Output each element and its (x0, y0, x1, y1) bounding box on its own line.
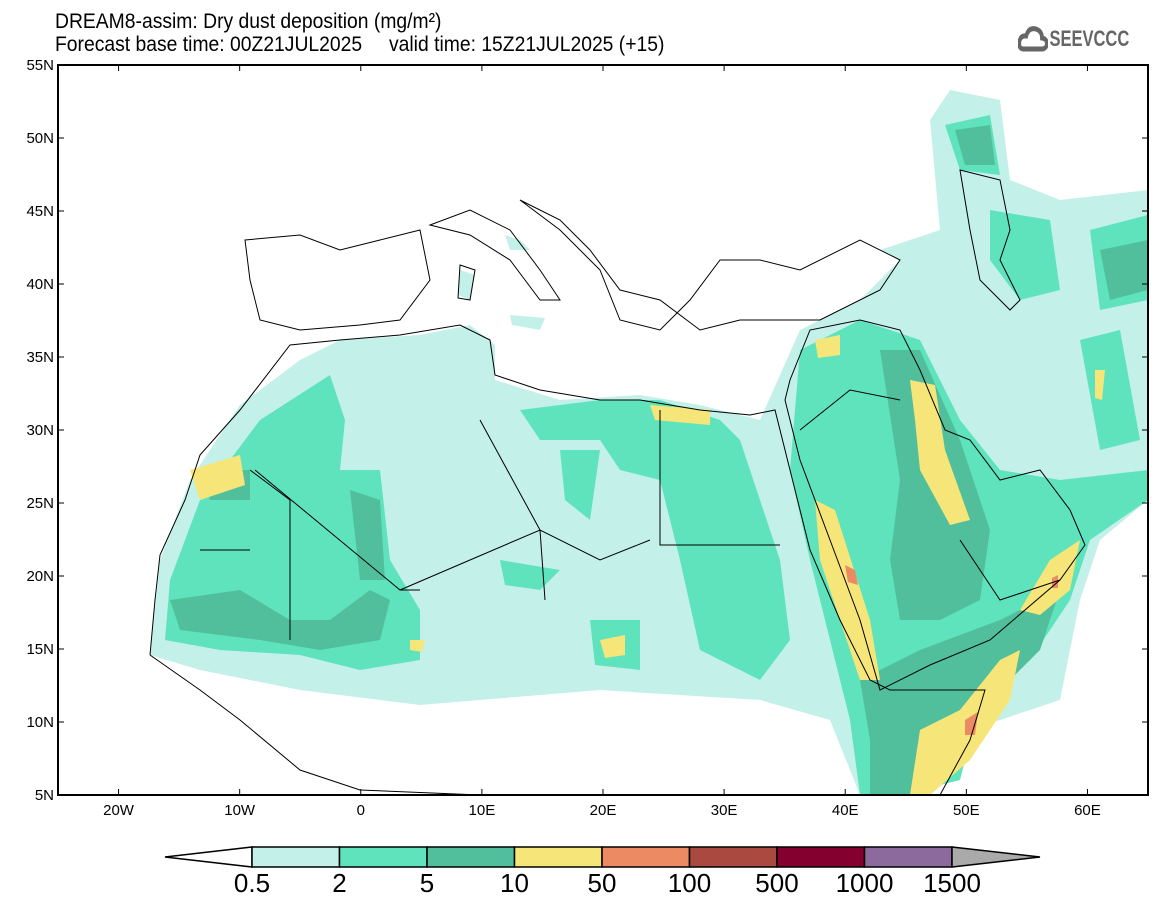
colorbar-swatch (338, 846, 428, 868)
colorbar-swatch (863, 846, 953, 868)
lon-label: 20W (103, 802, 135, 819)
borders (200, 389, 1061, 640)
dust-area-strong (860, 350, 1060, 795)
colorbar-label: 100 (668, 868, 711, 898)
coastlines-borders (149, 169, 1086, 796)
dust-area-yellow (190, 335, 1105, 795)
lat-label: 35N (26, 349, 54, 366)
dust-area-strong (955, 125, 1148, 300)
colorbar-label: 10 (500, 868, 529, 898)
lon-label: 20E (590, 802, 617, 819)
colorbar-label: 1500 (923, 868, 981, 898)
africa-coast (149, 324, 986, 796)
colorbar-label: 2 (332, 868, 346, 898)
lat-label: 30N (26, 422, 54, 439)
lat-label: 10N (26, 714, 54, 731)
colorbar-high-arrow (951, 846, 1041, 868)
europe-coast (244, 199, 901, 331)
lon-label: 10W (224, 802, 256, 819)
logo-text: SEEVCCC (1049, 26, 1130, 51)
dust-area-medium (945, 115, 1148, 450)
lon-label: 30E (711, 802, 738, 819)
lat-label: 45N (26, 203, 54, 220)
cloud-icon (1018, 26, 1048, 52)
chart-title: DREAM8-assim: Dry dust deposition (mg/m²… (55, 10, 442, 33)
colorbar-swatch (776, 846, 866, 868)
colorbar-label: 0.5 (234, 868, 270, 898)
lat-label: 55N (26, 57, 54, 74)
colorbar-label: 50 (588, 868, 617, 898)
chart-subtitle: Forecast base time: 00Z21JUL2025 valid t… (55, 33, 665, 56)
colorbar-label: 1000 (836, 868, 894, 898)
dust-area-medium (500, 450, 640, 670)
dust-area-light (458, 235, 545, 330)
colorbar-label: 500 (755, 868, 798, 898)
lon-label: 40E (832, 802, 859, 819)
colorbar: 0.5 2 5 10 50 100 500 1000 1500 (164, 846, 1041, 898)
lon-label: 50E (953, 802, 980, 819)
dust-area-strong (170, 470, 390, 650)
lat-label: 40N (26, 276, 54, 293)
colorbar-swatch (688, 846, 778, 868)
colorbar-swatch (251, 846, 341, 868)
arabia-coast (784, 319, 1086, 691)
lat-label: 15N (26, 641, 54, 658)
lat-label: 5N (35, 787, 54, 804)
seevccc-logo: SEEVCCC (1018, 25, 1129, 53)
colorbar-swatch (601, 846, 691, 868)
lat-label: 50N (26, 130, 54, 147)
lat-label: 25N (26, 495, 54, 512)
lon-label: 60E (1074, 802, 1101, 819)
colorbar-label: 5 (420, 868, 434, 898)
colorbar-low-arrow (164, 846, 253, 868)
dust-field (150, 90, 1148, 795)
lat-label: 20N (26, 568, 54, 585)
dust-area-medium (520, 400, 790, 680)
lon-label: 0 (357, 802, 365, 819)
caspian-coast (959, 169, 1021, 311)
colorbar-swatch (426, 846, 516, 868)
lon-label: 10E (469, 802, 496, 819)
colorbar-swatch (513, 846, 603, 868)
